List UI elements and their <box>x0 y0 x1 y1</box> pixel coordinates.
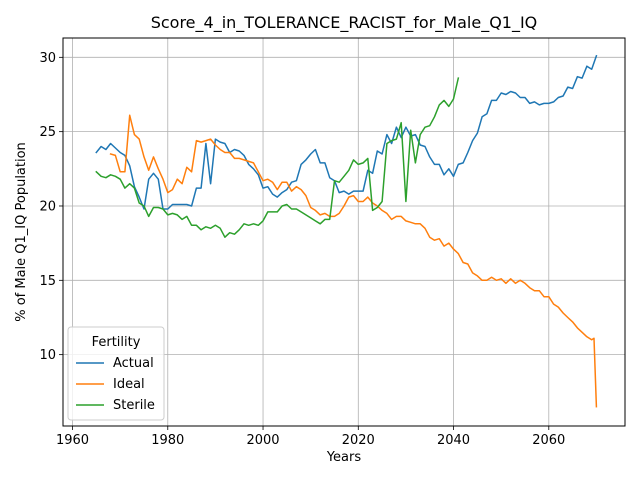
x-axis: 1960 1980 2000 2020 2040 2060 <box>56 426 565 448</box>
y-tick-label: 15 <box>39 274 56 289</box>
series-line-ideal <box>109 114 598 408</box>
legend-label: Ideal <box>113 377 145 392</box>
x-tick-label: 2040 <box>437 433 470 448</box>
x-tick-label: 2020 <box>342 433 375 448</box>
y-tick-label: 30 <box>39 51 56 66</box>
legend-label: Sterile <box>113 398 155 413</box>
series-line-actual <box>95 54 598 210</box>
y-tick-label: 10 <box>39 348 56 363</box>
legend-box <box>67 326 165 421</box>
y-tick-label: 20 <box>39 199 56 214</box>
y-axis: 10 15 20 25 30 <box>39 51 63 363</box>
x-tick-label: 1960 <box>56 433 89 448</box>
grid-lines <box>63 38 625 426</box>
x-tick-label: 2000 <box>246 433 279 448</box>
y-axis-label: % of Male Q1_IQ Population <box>14 142 29 322</box>
x-tick-label: 1980 <box>151 433 184 448</box>
x-axis-label: Years <box>326 450 362 465</box>
chart-title: Score_4_in_TOLERANCE_RACIST_for_Male_Q1_… <box>151 13 538 33</box>
series-line-sterile <box>95 77 460 238</box>
legend: Fertility Actual Ideal Sterile <box>67 326 165 421</box>
series-lines <box>95 54 598 408</box>
plot-frame <box>62 37 626 427</box>
x-tick-label: 2060 <box>532 433 565 448</box>
y-tick-label: 25 <box>39 125 56 140</box>
legend-label: Actual <box>113 356 154 371</box>
legend-title: Fertility <box>92 335 141 350</box>
